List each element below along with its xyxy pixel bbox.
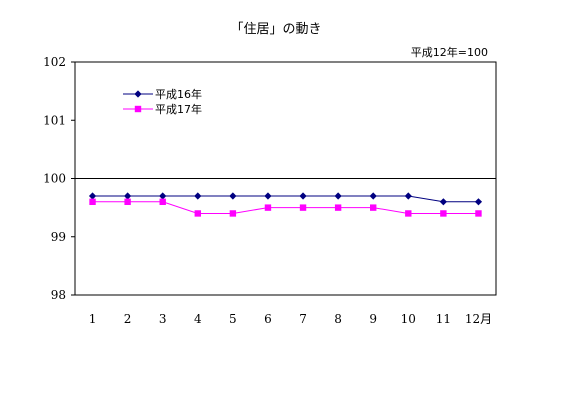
y-tick-label: 99 bbox=[51, 230, 66, 244]
base-year-note: 平成12年=100 bbox=[411, 45, 488, 59]
x-tick-label: 9 bbox=[369, 312, 377, 326]
data-point bbox=[264, 192, 272, 200]
data-point bbox=[159, 192, 167, 200]
x-axis: 1 2 3 4 5 6 7 8 9 10 11 12月 bbox=[89, 312, 492, 326]
data-point bbox=[370, 204, 377, 211]
y-tick-label: 100 bbox=[43, 172, 66, 186]
series-group bbox=[88, 192, 483, 217]
legend-label: 平成16年 bbox=[155, 87, 202, 101]
data-point bbox=[439, 198, 447, 206]
data-point bbox=[89, 198, 96, 205]
data-point bbox=[194, 192, 202, 200]
data-point bbox=[124, 198, 131, 205]
x-tick-label: 2 bbox=[124, 312, 132, 326]
y-tick-label: 98 bbox=[51, 288, 66, 302]
data-point bbox=[334, 192, 342, 200]
data-point bbox=[474, 198, 483, 206]
data-point bbox=[124, 192, 132, 200]
x-tick-label: 10 bbox=[401, 312, 416, 326]
y-tick-label: 102 bbox=[43, 55, 66, 69]
x-tick-label: 8 bbox=[334, 312, 342, 326]
legend-marker bbox=[134, 105, 142, 113]
y-tick-label: 101 bbox=[43, 113, 66, 127]
legend-marker bbox=[134, 90, 142, 98]
data-point bbox=[159, 198, 166, 205]
data-point bbox=[334, 204, 342, 211]
x-tick-label: 11 bbox=[436, 312, 451, 326]
x-tick-label: 6 bbox=[264, 312, 272, 326]
x-tick-label: 1 bbox=[89, 312, 97, 326]
data-point bbox=[264, 204, 272, 211]
x-tick-label: 7 bbox=[299, 312, 307, 326]
data-point bbox=[229, 210, 237, 217]
legend-label: 平成17年 bbox=[155, 102, 202, 116]
data-point bbox=[229, 192, 237, 200]
x-tick-label: 5 bbox=[229, 312, 237, 326]
series-1 bbox=[88, 192, 483, 206]
data-point bbox=[88, 192, 97, 200]
series-line bbox=[92, 201, 479, 214]
data-point bbox=[369, 192, 377, 200]
series-2 bbox=[89, 198, 482, 217]
data-point bbox=[299, 204, 307, 211]
data-point bbox=[475, 210, 482, 217]
data-point bbox=[440, 210, 447, 217]
data-point bbox=[404, 192, 412, 200]
chart-title: 「住居」の動き bbox=[230, 22, 321, 37]
x-tick-label: 12月 bbox=[465, 312, 492, 326]
data-point bbox=[299, 192, 307, 200]
data-point bbox=[194, 210, 201, 217]
y-axis: 98 99 100 101 102 bbox=[43, 55, 75, 302]
x-tick-label: 4 bbox=[194, 312, 202, 326]
x-tick-label: 3 bbox=[159, 312, 167, 326]
series-line bbox=[92, 195, 479, 203]
data-point bbox=[405, 210, 412, 217]
